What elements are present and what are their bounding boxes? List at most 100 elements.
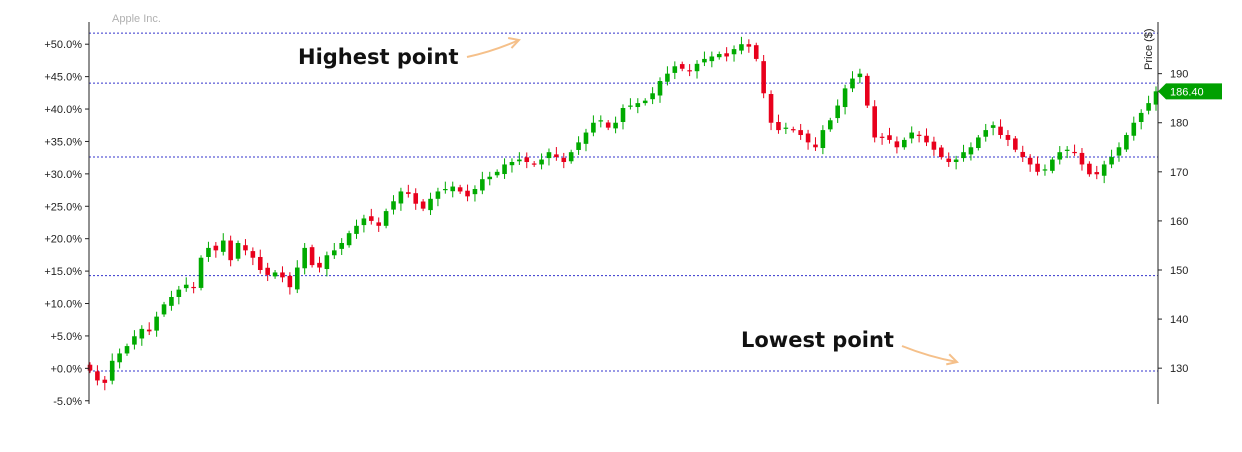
candle-body [1116,147,1122,156]
highest-point-annotation: Highest point [298,45,459,69]
candle-body [132,336,137,345]
candle-body [531,163,537,165]
candle-body [250,251,256,258]
candle-body [1101,164,1107,176]
candle-body [450,186,456,192]
candle-body [480,179,485,191]
candle-body [1138,112,1144,122]
candle-body [716,54,722,58]
candle-body [724,53,729,57]
candle-body [1042,169,1048,171]
candle-body [183,284,189,289]
candle-body [1072,151,1077,154]
candle-body [1027,157,1033,165]
candle-body [887,135,892,140]
right-tick-label: 160 [1170,216,1188,228]
candle-body [428,198,433,211]
candle-body [953,159,959,163]
price-axis-label: Price ($) [1143,28,1155,70]
candle-body [827,120,833,130]
candle-body [783,127,789,129]
candle-body [746,44,752,47]
candle-body [198,257,204,288]
candle-body [124,346,130,354]
candle-body [998,126,1003,136]
candle-body [369,216,374,221]
candle-body [657,81,663,96]
candle-body [413,193,419,204]
right-tick-label: 140 [1170,314,1188,326]
candle-body [391,201,396,210]
candlestick-series [87,36,1159,391]
candle-body [1109,157,1114,165]
candle-body [679,64,685,69]
candle-body [916,134,922,136]
left-tick-label: +35.0% [44,136,82,148]
candle-body [102,379,108,383]
right-tick-label: 150 [1170,265,1188,277]
candle-body [472,189,478,195]
candle-body [805,133,811,143]
candle-body [139,328,145,339]
candle-body [169,296,174,306]
candle-body [739,44,744,51]
lowest-arrow-head [946,353,960,366]
candle-body [946,158,952,163]
candle-body [176,289,182,297]
candle-body [346,233,352,246]
candle-body [1020,151,1026,158]
candle-body [620,108,626,122]
candle-body [635,103,641,108]
candle-body [842,88,848,108]
candle-body [583,132,589,144]
price-tag-background [1158,83,1222,100]
candle-body [650,93,655,100]
candle-body [628,105,633,107]
candle-body [109,360,115,381]
candle-body [309,247,315,266]
left-tick-label: +15.0% [44,266,82,278]
candle-body [820,130,826,149]
candle-body [457,187,463,192]
candle-body [1153,91,1159,105]
left-tick-label: +10.0% [44,299,82,311]
left-tick-label: +45.0% [44,72,82,84]
candle-body [1087,163,1092,175]
candle-body [220,240,226,252]
candle-body [398,191,404,204]
candle-body [687,70,692,72]
candle-body [213,245,219,251]
candle-body [1057,152,1063,160]
candle-body [931,141,937,150]
candle-body [576,142,581,150]
candle-body [443,189,448,191]
candle-body [702,58,707,63]
candle-body [546,152,552,159]
candle-body [790,129,796,131]
candle-body [206,247,211,257]
highest-arrow [466,39,520,58]
candle-body [1124,135,1129,150]
candle-body [902,139,907,148]
candle-body [502,164,507,175]
left-tick-label: -5.0% [53,396,82,408]
candle-body [605,122,611,128]
candle-body [894,141,900,148]
candle-body [731,49,737,55]
candle-body [642,100,648,104]
candle-body [672,66,678,73]
last-price-tag: 186.40 [1158,83,1222,100]
candle-body [243,245,248,251]
left-percent-axis: -5.0% +0.0% +5.0% +10.0% +15.0% +20.0% +25.0% +… [44,22,90,408]
right-tick-label: 170 [1170,167,1188,179]
candle-body [924,135,929,143]
candle-body [961,152,966,159]
right-price-axis: 130 140 150 160 170 180 190 [1157,22,1188,404]
candle-body [406,192,411,194]
candle-body [613,122,618,129]
candle-body [857,73,863,78]
candle-body [864,75,870,106]
candle-body [1013,138,1018,150]
candle-body [235,242,241,259]
price-tag-label: 186.40 [1170,86,1204,98]
